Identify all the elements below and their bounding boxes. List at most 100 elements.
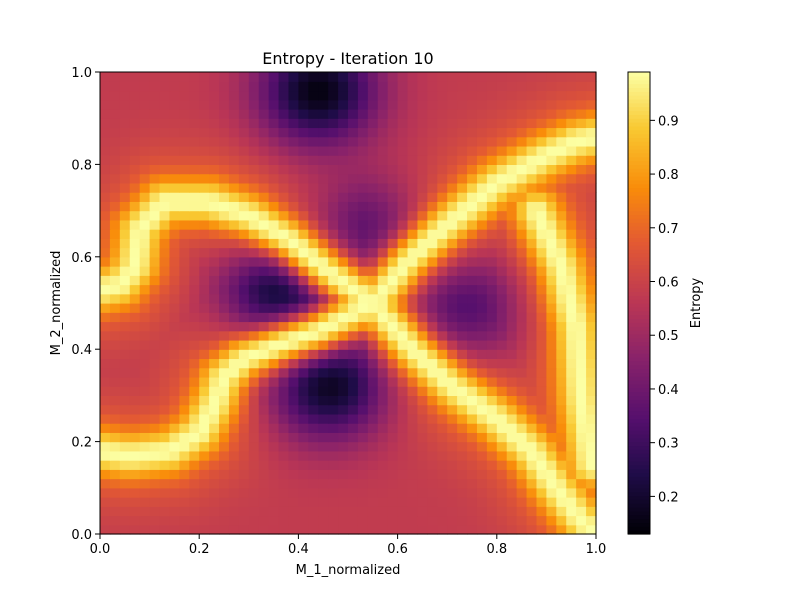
heatmap-cell xyxy=(318,413,329,424)
heatmap-cell xyxy=(268,349,280,360)
colorbar-segment xyxy=(628,75,650,81)
heatmap-cell xyxy=(318,192,329,202)
heatmap-cell xyxy=(546,145,557,156)
colorbar-segment xyxy=(628,87,650,92)
heatmap-cell xyxy=(219,201,230,212)
heatmap-cell xyxy=(447,460,458,470)
heatmap-cell xyxy=(189,284,200,295)
heatmap-cell xyxy=(407,404,419,415)
heatmap-cell xyxy=(268,506,280,517)
heatmap-cell xyxy=(506,358,518,369)
colorbar-segment xyxy=(628,376,650,381)
heatmap-cell xyxy=(109,256,121,267)
heatmap-cell xyxy=(238,192,250,202)
heatmap-cell xyxy=(506,72,518,82)
heatmap-cell xyxy=(258,303,270,313)
heatmap-cell xyxy=(258,460,270,470)
heatmap-cell xyxy=(357,330,369,341)
heatmap-cell xyxy=(516,118,528,129)
heatmap-cell xyxy=(546,164,557,175)
heatmap-cell xyxy=(248,155,260,165)
heatmap-cell xyxy=(348,99,359,110)
heatmap-cell xyxy=(179,478,190,489)
heatmap-cell xyxy=(228,164,240,175)
heatmap-cell xyxy=(149,201,161,212)
heatmap-cell xyxy=(278,432,290,443)
heatmap-cell xyxy=(209,460,220,470)
heatmap-cell xyxy=(447,321,458,332)
heatmap-cell xyxy=(566,182,577,193)
heatmap-cell xyxy=(526,210,538,221)
heatmap-cell xyxy=(397,432,409,443)
heatmap-cell xyxy=(566,349,577,360)
heatmap-cell xyxy=(566,127,577,138)
heatmap-cell xyxy=(149,524,161,535)
heatmap-cell xyxy=(268,423,280,433)
heatmap-cell xyxy=(348,229,359,239)
heatmap-cell xyxy=(189,256,200,267)
heatmap-cell xyxy=(328,450,339,461)
heatmap-cell xyxy=(556,90,567,101)
heatmap-cell xyxy=(119,413,131,424)
heatmap-cell xyxy=(288,155,299,165)
heatmap-cell xyxy=(248,349,260,360)
heatmap-cell xyxy=(100,192,111,202)
heatmap-cell xyxy=(467,173,478,184)
heatmap-cell xyxy=(516,469,528,480)
heatmap-cell xyxy=(328,349,339,360)
heatmap-cell xyxy=(437,404,448,415)
heatmap-cell xyxy=(447,293,458,304)
heatmap-cell xyxy=(407,469,419,480)
heatmap-cell xyxy=(586,506,597,517)
heatmap-cell xyxy=(367,506,379,517)
heatmap-cell xyxy=(129,127,141,138)
heatmap-cell xyxy=(506,201,518,212)
heatmap-cell xyxy=(219,478,230,489)
heatmap-cell xyxy=(159,450,171,461)
heatmap-cell xyxy=(457,469,468,480)
heatmap-cell xyxy=(328,339,339,350)
heatmap-cell xyxy=(586,293,597,304)
heatmap-cell xyxy=(149,441,161,452)
heatmap-cell xyxy=(129,349,141,360)
heatmap-cell xyxy=(417,164,428,175)
heatmap-cell xyxy=(397,478,409,489)
heatmap-cell xyxy=(556,210,567,221)
heatmap-cell xyxy=(586,155,597,165)
heatmap-cell xyxy=(219,219,230,230)
heatmap-cell xyxy=(328,210,339,221)
colorbar-segment xyxy=(628,299,650,304)
heatmap-cell xyxy=(476,136,488,147)
heatmap-cell xyxy=(437,460,448,470)
heatmap-cell xyxy=(139,478,151,489)
heatmap-cell xyxy=(526,386,538,396)
heatmap-cell xyxy=(189,404,200,415)
heatmap-cell xyxy=(476,164,488,175)
heatmap-cell xyxy=(486,321,498,332)
heatmap-cell xyxy=(238,506,250,517)
colorbar-segment xyxy=(628,395,650,400)
heatmap-cell xyxy=(268,303,280,313)
heatmap-cell xyxy=(427,81,438,92)
heatmap-cell xyxy=(536,238,547,249)
heatmap-cell xyxy=(486,256,498,267)
heatmap-cell xyxy=(467,155,478,165)
colorbar-segment xyxy=(628,510,650,516)
heatmap-cell xyxy=(179,155,190,165)
heatmap-cell xyxy=(417,155,428,165)
heatmap-cell xyxy=(179,497,190,507)
heatmap-cell xyxy=(149,266,161,276)
heatmap-cell xyxy=(496,478,508,489)
heatmap-cell xyxy=(536,182,547,193)
heatmap-cell xyxy=(328,238,339,249)
heatmap-cell xyxy=(348,506,359,517)
x-tick-label: 0.0 xyxy=(90,542,111,557)
heatmap-cell xyxy=(556,118,567,129)
heatmap-cell xyxy=(467,275,478,286)
heatmap-cell xyxy=(169,321,180,332)
heatmap-cell xyxy=(407,72,419,82)
heatmap-cell xyxy=(179,386,190,396)
heatmap-cell xyxy=(228,469,240,480)
colorbar-segment xyxy=(628,426,650,431)
heatmap-cell xyxy=(417,358,428,369)
